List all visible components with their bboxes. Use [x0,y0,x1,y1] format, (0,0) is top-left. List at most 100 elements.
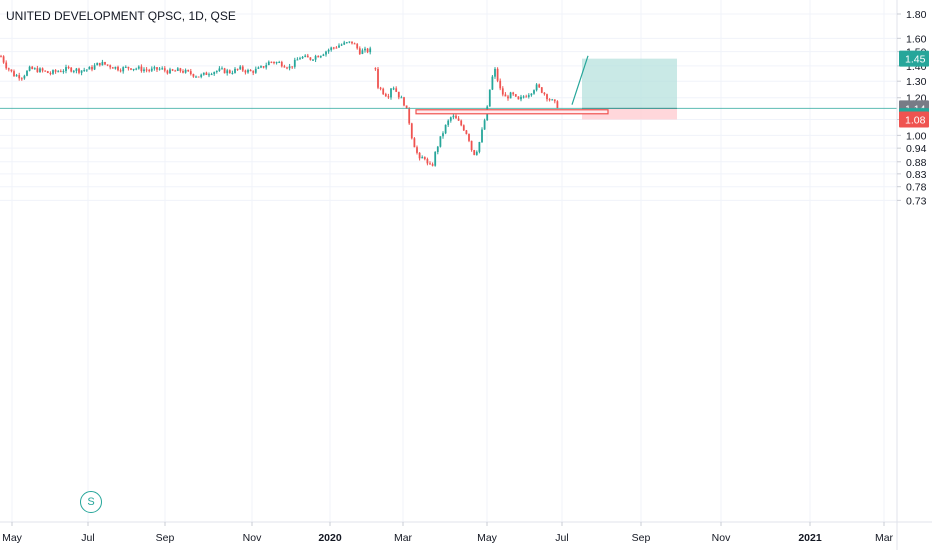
price-tick-label: 0.78 [906,182,927,194]
candle-body [397,91,400,98]
candle-body [410,123,413,139]
candle-body [481,129,483,143]
candle-body [278,62,281,64]
candle-body [260,66,262,68]
candle-body [150,68,153,71]
candle-body [364,48,366,51]
candle-body [171,69,174,71]
candle-body [36,68,39,73]
candle-body [26,70,28,76]
candle-body [418,152,421,159]
projection-line[interactable] [571,55,589,105]
candle-body [231,72,234,74]
candle-body [119,70,122,72]
candle-body [91,66,93,70]
candle-body [210,74,213,76]
time-tick-label: Sep [156,532,175,544]
candle-body [296,59,299,61]
candle-body [205,72,208,75]
candle-body [434,151,437,166]
candle-body [288,66,291,69]
candle-body [197,76,200,78]
candle-body [436,146,439,152]
candle-body [462,125,465,131]
candle-body [2,56,5,63]
candle-body [148,70,151,72]
candle-body [215,70,218,73]
candle-body [275,62,278,64]
support-zone-rect[interactable] [415,109,609,115]
candle-body [322,54,325,56]
candle-body [421,157,424,159]
candle-body [473,150,476,155]
candle-body [137,66,140,69]
candle-body [252,71,255,73]
candle-body [265,65,268,68]
candle-body [10,69,13,72]
candle-body [202,72,205,75]
candle-body [184,69,187,73]
time-axis[interactable]: May Jul Sep Nov 2020 Mar May Jul Sep Nov 2021 Mar [0,521,932,544]
time-tick-label: Nov [243,532,262,544]
time-tick-label: Sep [632,532,651,544]
candle-body [52,70,54,74]
candle-body [124,66,127,68]
candle-body [80,70,83,73]
candle-body [156,67,158,70]
time-tick-label: Jul [555,532,568,544]
time-tick-label: Mar [394,532,413,544]
price-tick-label: 0.83 [906,169,927,181]
candle-body [330,47,333,50]
candle-body [413,138,416,148]
long-position-stop-zone[interactable] [582,108,677,120]
candle-body [553,99,556,102]
candle-series [0,40,559,167]
candle-body [78,68,80,73]
candle-body [228,70,231,74]
candle-body [20,78,23,80]
candle-body [494,68,496,77]
candle-body [351,41,353,44]
time-tick-label: Jul [81,532,94,544]
candle-body [31,66,34,69]
price-tick-label: 1.80 [906,9,927,21]
candle-body [447,120,450,125]
candle-body [223,68,226,74]
candle-body [340,44,343,46]
time-tick-label: Mar [875,532,894,544]
long-position-target-zone[interactable] [582,58,677,109]
candle-body [501,88,504,95]
candle-body [403,97,405,106]
candle-body [408,108,411,124]
candle-body [293,59,296,67]
candle-body [257,67,260,69]
chart-overlays[interactable] [0,55,897,115]
candle-body [130,68,132,70]
candle-body [377,68,379,88]
candle-body [187,69,190,72]
candle-body [525,96,528,98]
candle-body [166,70,169,74]
candle-body [455,115,457,119]
candle-body [104,61,106,65]
candle-body [379,87,382,89]
candle-body [291,66,294,68]
price-tick-label: 1.00 [906,130,927,142]
price-tag-label: 1.45 [905,54,926,66]
candle-body [0,56,2,58]
candle-body [306,55,309,58]
candle-body [114,66,117,69]
candle-body [176,68,179,71]
candle-body [348,41,351,43]
chart-title: UNITED DEVELOPMENT QPSC, 1D, QSE [6,9,236,23]
candle-body [301,56,304,59]
candle-body [335,47,338,49]
candle-body [509,92,512,99]
candle-body [535,84,538,91]
candle-body [499,80,502,89]
split-marker-icon[interactable]: S [80,491,102,513]
price-axis[interactable]: 1.801.601.501.401.301.201.081.000.940.88… [896,0,927,550]
candle-body [244,70,247,73]
candle-body [304,55,307,57]
